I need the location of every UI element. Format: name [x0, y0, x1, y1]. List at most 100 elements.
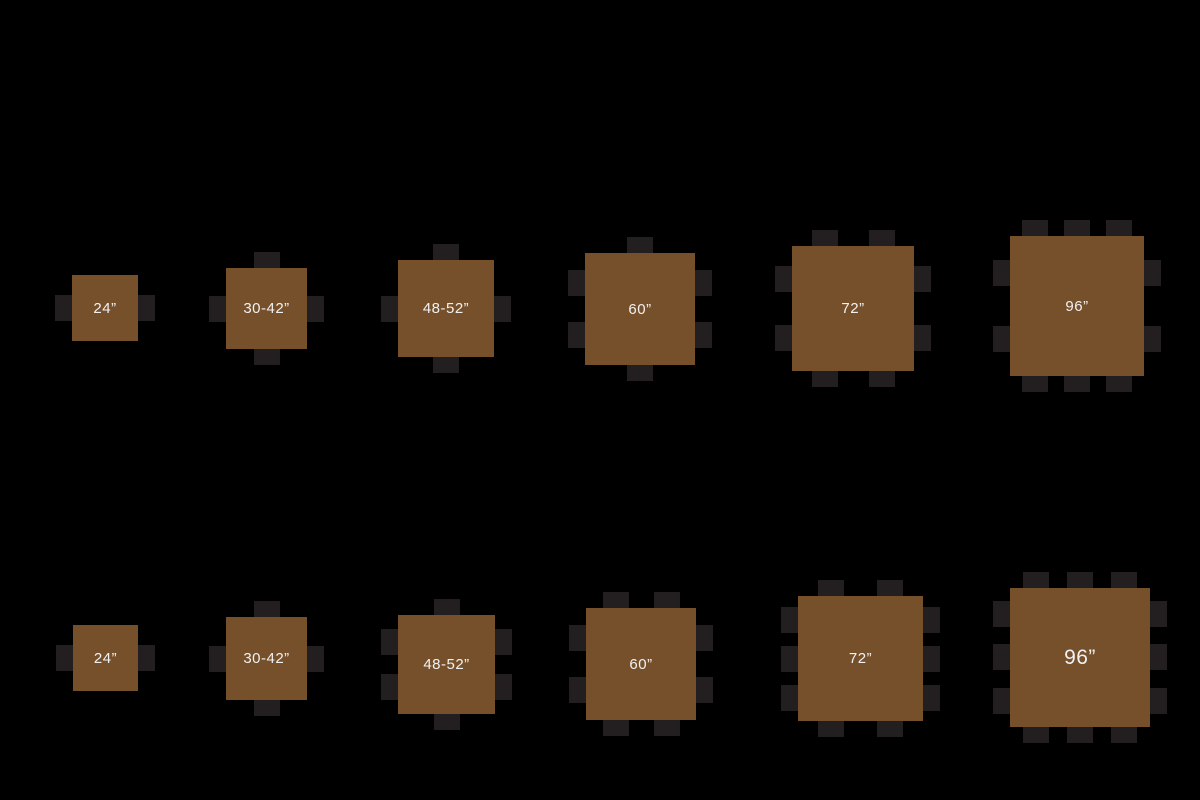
table-surface [398, 260, 494, 357]
left-chair-group [781, 600, 798, 717]
table-size-label: 60” [628, 300, 652, 318]
table-with-chairs-48-52-bottom: 48-52” [381, 599, 512, 730]
bottom-chair-group [590, 720, 692, 736]
chair [55, 295, 72, 321]
left-chair-group [381, 264, 398, 353]
chair [775, 324, 792, 351]
chair [1067, 727, 1093, 743]
chair [993, 260, 1010, 286]
top-chair-group [589, 237, 691, 253]
right-chair-group [307, 272, 324, 345]
table-with-chairs-96-top: 96” [993, 220, 1161, 392]
table-with-chairs-60-top: 60” [568, 237, 712, 381]
chair [1023, 572, 1049, 588]
chair [923, 645, 940, 672]
left-chair-group [993, 592, 1010, 723]
chair [569, 625, 586, 651]
chair [627, 365, 653, 381]
chair [811, 371, 838, 387]
chair [696, 625, 713, 651]
table-surface [226, 268, 307, 349]
chair [1106, 220, 1132, 236]
top-chair-group [402, 599, 491, 615]
table-size-label: 60” [629, 655, 653, 673]
chair [381, 674, 398, 701]
chair [495, 674, 512, 701]
table-size-label: 48-52” [422, 300, 470, 317]
chair [914, 324, 931, 351]
chair [695, 322, 712, 348]
chair [253, 601, 280, 617]
chair [568, 322, 585, 348]
chair [818, 580, 845, 596]
bottom-chair-group [1014, 376, 1140, 392]
left-chair-group [56, 629, 73, 687]
top-chair-group [1014, 572, 1146, 588]
table-surface [1010, 588, 1150, 727]
chair [253, 252, 280, 268]
chair [307, 645, 324, 672]
table-with-chairs-48-52-top: 48-52” [381, 244, 511, 373]
table-surface [73, 625, 138, 691]
chair [307, 295, 324, 322]
chair [923, 684, 940, 711]
chair [1022, 220, 1048, 236]
chair [914, 266, 931, 293]
bottom-chair-group [1014, 727, 1146, 743]
table-size-label: 48-52” [423, 656, 470, 673]
left-chair-group [55, 279, 72, 337]
chair [433, 244, 459, 260]
left-chair-group [209, 621, 226, 696]
chair [1106, 376, 1132, 392]
right-chair-group [1144, 240, 1161, 372]
chair [253, 349, 280, 365]
table-with-chairs-24-top: 24” [55, 275, 155, 341]
table-with-chairs-24-bottom: 24” [56, 625, 155, 691]
right-chair-group [923, 600, 940, 717]
table-with-chairs-60-bottom: 60” [569, 592, 713, 736]
left-chair-group [775, 250, 792, 367]
right-chair-group [695, 257, 712, 361]
chair [494, 295, 511, 322]
chair [381, 628, 398, 655]
chair [1111, 727, 1137, 743]
chair [781, 645, 798, 672]
chair [781, 606, 798, 633]
left-chair-group [993, 240, 1010, 372]
right-chair-group [138, 629, 155, 687]
table-with-chairs-30-42-top: 30-42” [209, 252, 324, 365]
chair [56, 645, 73, 671]
chair [923, 606, 940, 633]
right-chair-group [1150, 592, 1167, 723]
table-size-label: 24” [93, 299, 117, 317]
chair [253, 700, 280, 716]
chair [868, 230, 895, 246]
table-size-label: 96” [1064, 645, 1096, 669]
bottom-chair-group [230, 700, 303, 716]
chair [1144, 260, 1161, 286]
table-with-chairs-96-bottom: 96” [993, 572, 1167, 743]
left-chair-group [209, 272, 226, 345]
top-chair-group [230, 601, 303, 617]
chair [653, 720, 680, 736]
chair [1150, 644, 1167, 671]
chair [495, 628, 512, 655]
bottom-chair-group [796, 371, 910, 387]
chair [1064, 376, 1090, 392]
bottom-chair-group [230, 349, 303, 365]
table-size-label: 30-42” [243, 300, 290, 317]
chair [1067, 572, 1093, 588]
table-surface [398, 615, 495, 714]
chair [1144, 326, 1161, 352]
table-with-chairs-72-bottom: 72” [781, 580, 940, 737]
chair [602, 720, 629, 736]
chair [811, 230, 838, 246]
chair [569, 677, 586, 703]
chair [1023, 727, 1049, 743]
left-chair-group [381, 619, 398, 710]
right-chair-group [914, 250, 931, 367]
bottom-chair-group [402, 357, 490, 373]
